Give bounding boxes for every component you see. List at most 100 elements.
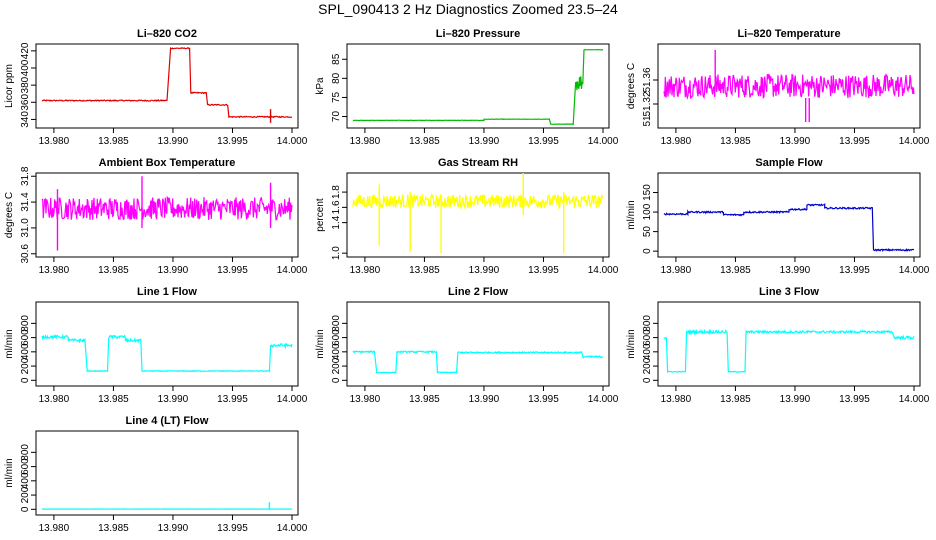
panel-title: Li–820 CO2 <box>137 28 197 40</box>
panel-title: Line 4 (LT) Flow <box>126 415 209 427</box>
y-tick-label: 340 <box>20 111 31 128</box>
line1-flow-panel: Line 1 Flow 13.980 13.985 13.990 13.995 14.00… <box>4 286 308 405</box>
plot-frame <box>35 43 299 129</box>
x-tick-label: 13.985 <box>98 136 129 147</box>
line3-flow-panel: Line 3 Flow 13.980 13.985 13.990 13.995 14.00… <box>626 286 930 405</box>
y-axis-label: ml/min <box>315 329 326 358</box>
line2-flow-panel: Line 2 Flow 13.980 13.985 13.990 13.995 14.00… <box>315 286 619 405</box>
y-tick-label: 400 <box>20 343 31 360</box>
y-tick-label: 0 <box>642 377 653 383</box>
panel-title: Line 2 Flow <box>448 286 508 298</box>
y-tick-label: 75 <box>331 91 342 103</box>
x-tick-label: 13.990 <box>158 394 189 405</box>
plot-frame <box>35 301 299 387</box>
series-line <box>352 48 604 126</box>
x-tick-label: 13.985 <box>720 265 751 276</box>
y-tick-label: 31.8 <box>20 166 31 186</box>
plot-frame <box>346 301 610 387</box>
y-tick-label: 70 <box>331 111 342 123</box>
x-tick-label: 14.000 <box>899 136 930 147</box>
y-tick-label: 30.6 <box>20 244 31 264</box>
x-tick-label: 13.980 <box>350 265 381 276</box>
y-tick-label: 800 <box>20 444 31 461</box>
y-tick-label: 0 <box>331 377 342 383</box>
x-tick-label: 14.000 <box>588 394 619 405</box>
y-tick-label: 600 <box>20 458 31 475</box>
x-tick-label: 13.995 <box>528 265 559 276</box>
y-tick-label: 600 <box>20 329 31 346</box>
x-tick-label: 13.980 <box>39 523 70 534</box>
plot-frame <box>657 43 921 129</box>
x-tick-label: 14.000 <box>277 265 308 276</box>
x-tick-label: 13.980 <box>350 394 381 405</box>
sample-flow-panel: Sample Flow 13.980 13.985 13.990 13.995 14.00… <box>626 157 930 276</box>
y-tick-label: 800 <box>642 315 653 332</box>
line4-flow-panel: Line 4 (LT) Flow 13.980 13.985 13.990 13.995… <box>4 415 308 534</box>
x-tick-label: 14.000 <box>899 265 930 276</box>
y-tick-label: 0 <box>20 506 31 512</box>
x-tick-label: 13.980 <box>661 265 692 276</box>
plot-frame <box>346 43 610 129</box>
x-tick-label: 13.990 <box>469 394 500 405</box>
y-axis-label: Licor ppm <box>4 64 15 108</box>
series-line <box>664 328 915 373</box>
y-tick-label: 100 <box>642 203 653 220</box>
x-tick-label: 13.995 <box>839 394 870 405</box>
x-tick-label: 13.990 <box>158 523 189 534</box>
y-tick-label: 1.4 <box>331 215 342 229</box>
x-tick-label: 13.995 <box>217 265 248 276</box>
gas-stream-rh-panel: Gas Stream RH 13.980 13.985 13.990 13.995 14.… <box>315 157 619 276</box>
y-tick-label: 800 <box>331 315 342 332</box>
x-tick-label: 13.985 <box>98 394 129 405</box>
x-tick-label: 13.995 <box>839 265 870 276</box>
x-tick-label: 14.000 <box>588 265 619 276</box>
x-tick-label: 14.000 <box>277 523 308 534</box>
y-tick-label: 200 <box>331 357 342 374</box>
li820-pressure-panel: Li–820 Pressure 13.980 13.985 13.990 13.995 1… <box>315 28 619 147</box>
x-tick-label: 13.985 <box>720 394 751 405</box>
y-tick-label: 200 <box>20 486 31 503</box>
x-tick-label: 13.990 <box>780 136 811 147</box>
li820-co2-panel: Li–820 CO2 13.980 13.985 13.990 13.995 14.000… <box>4 28 308 147</box>
y-tick-label: 51. <box>642 113 653 127</box>
x-tick-label: 13.990 <box>158 136 189 147</box>
series-line <box>663 203 915 252</box>
y-tick-label: 31.0 <box>20 218 31 238</box>
y-tick-label: 31.4 <box>20 192 31 212</box>
y-axis-label: ml/min <box>626 200 637 229</box>
y-tick-label: 400 <box>331 343 342 360</box>
y-axis-label: percent <box>315 198 326 232</box>
plot-frame <box>35 430 299 516</box>
x-tick-label: 13.995 <box>217 136 248 147</box>
y-axis-label: ml/min <box>4 329 15 358</box>
series-line <box>352 349 604 374</box>
x-tick-label: 13.990 <box>469 136 500 147</box>
x-tick-label: 13.980 <box>661 136 692 147</box>
ambient-box-temperature-panel: Ambient Box Temperature 13.980 13.985 13.99… <box>4 157 308 276</box>
panel-title: Li–820 Temperature <box>737 28 840 40</box>
series-line <box>41 47 293 119</box>
y-tick-label: 400 <box>642 343 653 360</box>
y-tick-label: 420 <box>20 42 31 59</box>
plot-frame <box>346 172 610 258</box>
y-tick-label: 200 <box>20 357 31 374</box>
y-axis-label: ml/min <box>4 458 15 487</box>
figure-title: SPL_090413 2 Hz Diagnostics Zoomed 23.5–… <box>318 1 618 17</box>
plot-frame <box>657 172 921 258</box>
x-tick-label: 13.980 <box>661 394 692 405</box>
x-tick-label: 13.980 <box>39 265 70 276</box>
x-tick-label: 13.985 <box>98 265 129 276</box>
y-tick-label: 360 <box>20 94 31 111</box>
x-tick-label: 13.985 <box>720 136 751 147</box>
plot-frame <box>657 301 921 387</box>
y-tick-label: 1.0 <box>331 246 342 260</box>
panel-title: Sample Flow <box>755 157 823 169</box>
x-tick-label: 13.990 <box>780 394 811 405</box>
y-tick-label: 150 <box>642 184 653 201</box>
x-tick-label: 13.990 <box>469 265 500 276</box>
x-tick-label: 13.980 <box>39 136 70 147</box>
x-tick-label: 13.990 <box>780 265 811 276</box>
li820-temperature-panel: Li–820 Temperature 13.980 13.985 13.990 13.9… <box>626 28 930 147</box>
series-line <box>41 195 293 221</box>
